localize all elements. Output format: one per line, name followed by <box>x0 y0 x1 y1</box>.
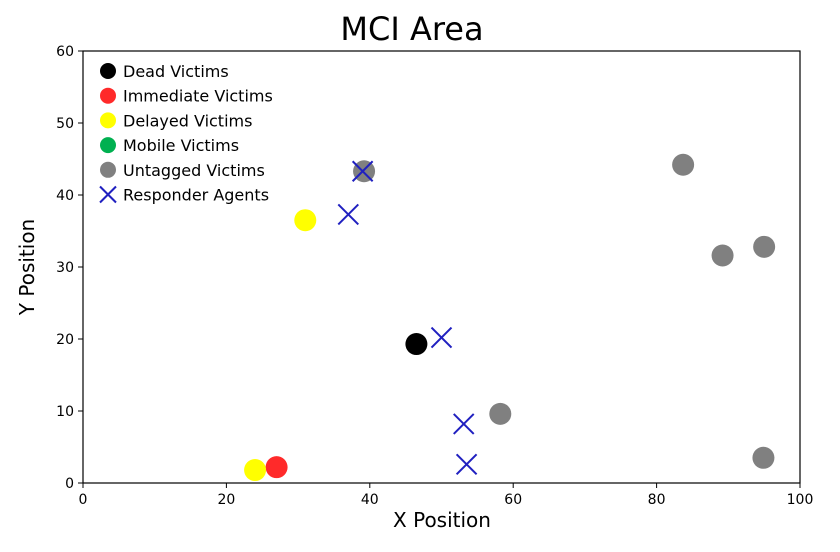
victim-marker <box>489 402 512 425</box>
legend-label: Untagged Victims <box>123 161 265 180</box>
responder-agent-marker <box>430 326 453 349</box>
y-tick-label: 30 <box>56 260 74 276</box>
y-tick-label: 60 <box>56 44 74 60</box>
legend-marker <box>100 63 116 79</box>
legend-item-mobile-victims: Mobile Victims <box>100 136 239 155</box>
legend: Dead Victims Immediate Victims Delayed Vic… <box>99 62 273 205</box>
chart-title: MCI Area <box>340 10 483 48</box>
victim-marker <box>753 235 776 258</box>
series-immediate-victims <box>265 456 288 479</box>
legend-item-responder-agents: Responder Agents <box>99 185 269 205</box>
series-delayed-victims <box>244 209 317 482</box>
y-tick-label: 10 <box>56 404 74 420</box>
y-tick-label: 20 <box>56 332 74 348</box>
x-tick-label: 60 <box>504 492 522 508</box>
x-tick-label: 100 <box>787 492 814 508</box>
legend-label: Dead Victims <box>123 62 229 81</box>
y-tick-label: 40 <box>56 188 74 204</box>
victim-marker <box>353 160 376 183</box>
legend-marker <box>100 137 116 154</box>
legend-item-immediate-victims: Immediate Victims <box>100 87 273 106</box>
legend-marker-x <box>99 185 117 204</box>
victim-marker <box>244 459 267 482</box>
x-axis-ticks: 0 20 40 60 80 100 <box>79 483 814 508</box>
x-tick-label: 40 <box>361 492 379 508</box>
y-tick-label: 0 <box>65 476 74 492</box>
victim-marker <box>265 456 288 479</box>
legend-marker <box>100 87 116 104</box>
legend-label: Responder Agents <box>123 186 269 205</box>
y-axis-ticks: 0 10 20 30 40 50 60 <box>56 44 83 492</box>
responder-agent-marker <box>337 203 359 226</box>
victim-marker <box>711 244 734 267</box>
legend-item-dead-victims: Dead Victims <box>100 62 229 81</box>
series-dead-victims <box>405 333 428 356</box>
victim-marker <box>752 446 775 469</box>
responder-agent-marker <box>351 160 374 182</box>
legend-item-untagged-victims: Untagged Victims <box>100 161 265 180</box>
x-axis-label: X Position <box>393 508 491 532</box>
series-responder-agents <box>337 160 478 475</box>
x-tick-label: 80 <box>648 492 666 508</box>
legend-item-delayed-victims: Delayed Victims <box>100 111 252 130</box>
legend-label: Mobile Victims <box>123 136 239 155</box>
x-tick-label: 0 <box>79 492 88 508</box>
legend-marker <box>100 112 116 129</box>
legend-marker <box>100 161 116 178</box>
y-axis-label: Y Position <box>15 219 39 316</box>
legend-label: Immediate Victims <box>123 87 273 106</box>
y-tick-label: 50 <box>56 116 74 132</box>
legend-label: Delayed Victims <box>123 111 252 130</box>
series-untagged-victims <box>353 153 776 469</box>
responder-agent-marker <box>455 453 478 475</box>
victim-marker <box>672 153 695 176</box>
responder-agent-marker <box>453 413 475 435</box>
victim-marker <box>294 209 317 232</box>
plot-area <box>244 153 776 482</box>
x-tick-label: 20 <box>217 492 235 508</box>
victim-marker <box>405 333 428 356</box>
